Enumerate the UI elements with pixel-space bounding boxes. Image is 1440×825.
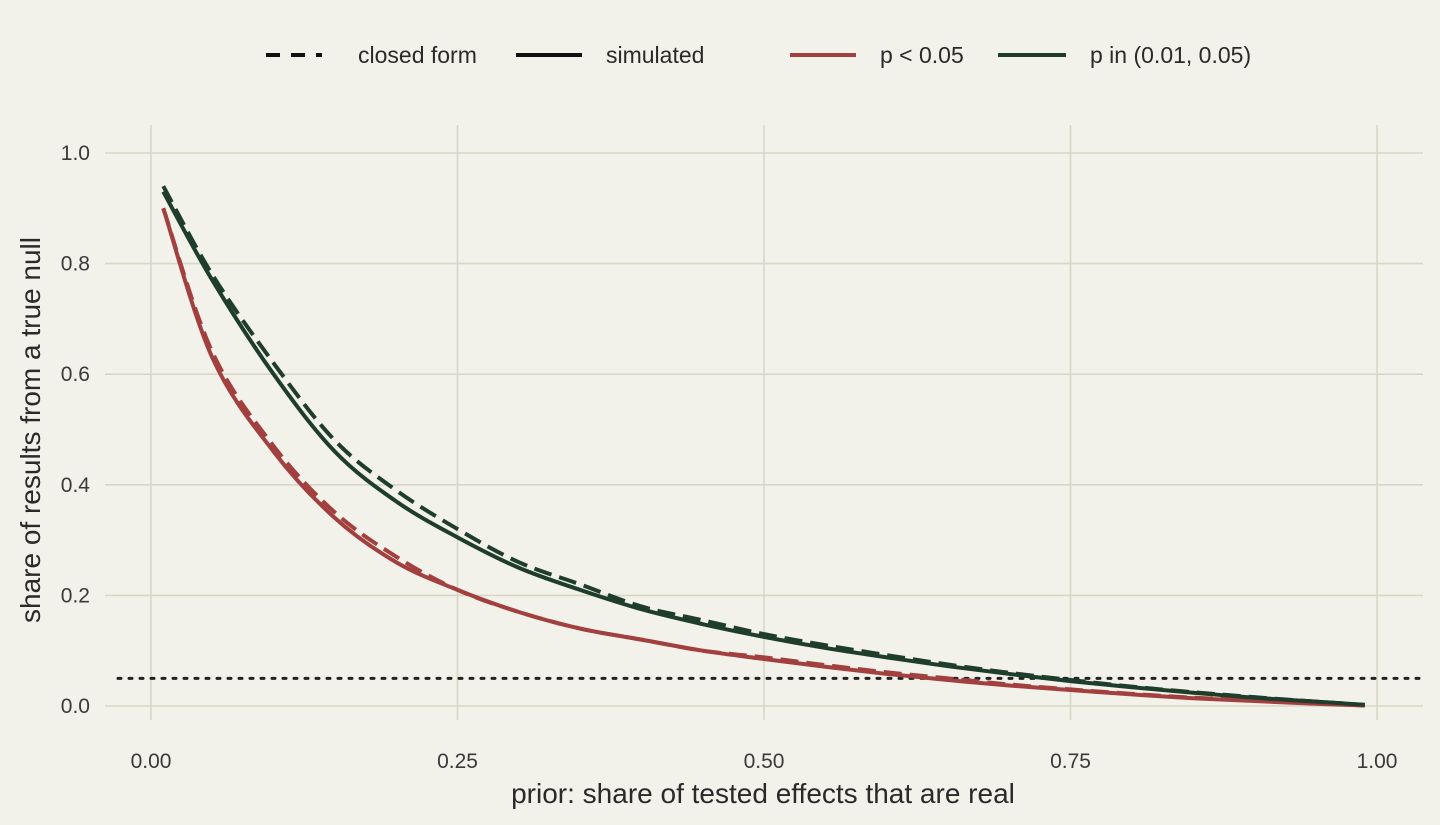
y-tick-label: 0.6 <box>61 363 90 386</box>
x-tick-label: 0.25 <box>437 750 478 773</box>
y-tick-label: 0.4 <box>61 474 91 497</box>
x-axis-ticks: 0.00 0.25 0.50 0.75 1.00 <box>131 750 1398 773</box>
legend-label-simulated: simulated <box>606 42 704 68</box>
legend-label-p-lt-005: p < 0.05 <box>880 42 964 68</box>
legend-label-closed-form: closed form <box>358 42 477 68</box>
legend: closed form simulated p < 0.05 p in (0.0… <box>266 42 1251 68</box>
y-axis-title: share of results from a true null <box>15 237 46 623</box>
series-line-simulated-p-lt-005 <box>161 207 1365 708</box>
y-tick-label: 1.0 <box>61 142 90 165</box>
legend-label-p-in-range: p in (0.01, 0.05) <box>1090 42 1251 68</box>
y-tick-label: 0.0 <box>61 695 90 718</box>
y-tick-label: 0.2 <box>61 584 90 607</box>
x-tick-label: 0.50 <box>744 750 785 773</box>
y-tick-label: 0.8 <box>61 253 90 276</box>
series-lines <box>161 185 1365 708</box>
grid <box>105 125 1423 720</box>
series-line-simulated-p-in-range <box>161 190 1365 707</box>
y-axis-ticks: 0.0 0.2 0.4 0.6 0.8 1.0 <box>61 142 91 718</box>
x-tick-label: 0.75 <box>1050 750 1091 773</box>
x-axis-title: prior: share of tested effects that are … <box>511 778 1015 809</box>
x-tick-label: 1.00 <box>1357 750 1398 773</box>
x-tick-label: 0.00 <box>131 750 172 773</box>
